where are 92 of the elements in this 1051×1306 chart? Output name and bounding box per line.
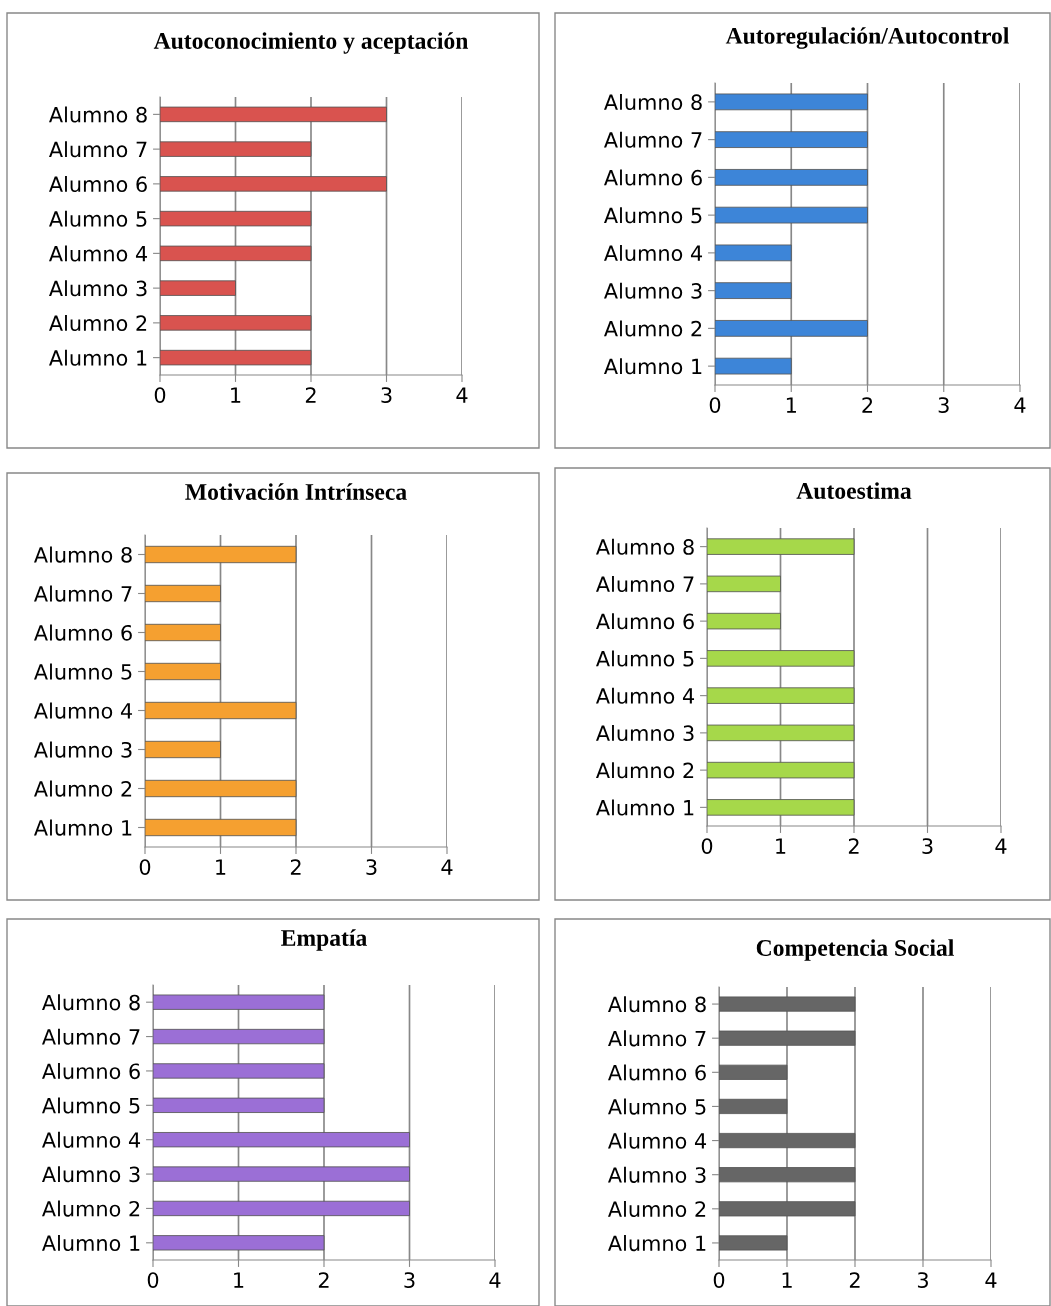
y-tick-label: Alumno 2 (49, 314, 147, 332)
y-tick-label: Alumno 2 (42, 1200, 140, 1217)
y-tick-label: Alumno 7 (49, 141, 147, 158)
x-tick-label: 0 (701, 838, 713, 854)
bar (160, 106, 387, 123)
y-tick-label: Alumno 3 (49, 280, 147, 297)
y-tick-label: Alumno 8 (34, 546, 132, 563)
y-tick-label: Alumno 4 (49, 245, 148, 262)
y-tick-label: Alumno 1 (608, 1235, 706, 1252)
y-tick-label: Alumno 8 (49, 106, 147, 123)
y-tick-label: Alumno 6 (42, 1063, 140, 1080)
x-tick-label: 2 (862, 397, 873, 413)
chart-title: Empatía (281, 929, 367, 951)
y-tick-label: Alumno 1 (34, 819, 132, 836)
chart-title: Motivación Intrínseca (185, 483, 407, 500)
bar (160, 141, 312, 157)
x-tick-label: 3 (366, 859, 377, 875)
bar (160, 176, 387, 192)
x-tick-label: 2 (848, 838, 859, 854)
y-tick-label: Alumno 2 (596, 762, 694, 779)
x-tick-label: 1 (776, 838, 786, 854)
y-tick-label: Alumno 3 (42, 1166, 140, 1183)
y-tick-label: Alumno 3 (608, 1166, 706, 1183)
y-tick-label: Alumno 5 (608, 1098, 706, 1115)
y-tick-label: Alumno 3 (604, 282, 702, 299)
x-tick-label: 1 (231, 387, 241, 403)
y-tick-label: Alumno 3 (34, 741, 132, 758)
bar (160, 245, 312, 262)
x-tick-label: 1 (234, 1272, 244, 1288)
x-tick-label: 2 (318, 1272, 329, 1288)
y-tick-label: Alumno 5 (34, 663, 132, 680)
y-tick-label: Alumno 4 (608, 1132, 707, 1149)
chart-title: Competencia Social (756, 939, 954, 961)
x-tick-label: 4 (456, 387, 468, 403)
y-tick-label: Alumno 5 (49, 210, 147, 227)
y-tick-label: Alumno 1 (596, 799, 694, 816)
bar (160, 210, 312, 227)
x-tick-label: 4 (489, 1272, 501, 1288)
y-tick-label: Alumno 6 (604, 169, 702, 186)
x-tick-label: 2 (305, 387, 316, 403)
x-tick-label: 3 (938, 397, 949, 413)
y-tick-label: Alumno 4 (34, 702, 133, 719)
x-tick-label: 0 (709, 397, 721, 413)
y-tick-label: Alumno 3 (596, 724, 694, 742)
y-tick-label: Alumno 2 (604, 320, 702, 337)
chart-title: Autoregulación/Autocontrol (725, 27, 1009, 49)
bar (160, 349, 312, 366)
y-tick-label: Alumno 1 (49, 349, 147, 366)
x-tick-label: 4 (995, 838, 1007, 854)
y-tick-label: Alumno 4 (42, 1131, 141, 1148)
chart-title: Autoestima (796, 482, 912, 499)
x-tick-label: 3 (917, 1272, 928, 1288)
chart-title: Autoconocimiento y aceptación (153, 32, 469, 54)
x-tick-label: 0 (139, 859, 151, 875)
y-tick-label: Alumno 4 (604, 244, 703, 262)
y-tick-label: Alumno 1 (42, 1234, 140, 1252)
bar (160, 315, 312, 331)
x-tick-label: 0 (147, 1272, 159, 1288)
y-tick-label: Alumno 7 (608, 1030, 706, 1047)
y-tick-label: Alumno 6 (608, 1064, 706, 1081)
x-tick-label: 2 (849, 1272, 860, 1288)
x-tick-label: 1 (216, 859, 226, 875)
y-tick-label: Alumno 8 (596, 538, 694, 555)
y-tick-label: Alumno 6 (34, 624, 132, 641)
x-tick-label: 3 (922, 838, 933, 854)
y-tick-label: Alumno 5 (596, 650, 694, 667)
y-tick-label: Alumno 5 (604, 207, 702, 224)
x-tick-label: 3 (381, 387, 392, 403)
bar (160, 280, 236, 296)
y-tick-label: Alumno 7 (34, 585, 132, 602)
x-tick-label: 0 (154, 387, 166, 403)
y-tick-label: Alumno 7 (604, 131, 702, 148)
x-tick-label: 0 (713, 1272, 725, 1288)
y-tick-label: Alumno 4 (596, 687, 695, 704)
x-tick-label: 1 (782, 1272, 792, 1288)
x-tick-label: 3 (404, 1272, 415, 1288)
y-tick-label: Alumno 1 (604, 358, 702, 375)
y-tick-label: Alumno 2 (34, 780, 132, 797)
x-tick-label: 4 (1014, 397, 1026, 413)
y-tick-label: Alumno 7 (596, 575, 694, 593)
y-tick-label: Alumno 8 (608, 996, 706, 1013)
x-tick-label: 2 (290, 859, 301, 875)
y-tick-label: Alumno 8 (604, 93, 702, 111)
y-tick-label: Alumno 7 (42, 1028, 140, 1045)
x-tick-label: 1 (786, 397, 796, 413)
x-tick-label: 4 (441, 859, 453, 875)
y-tick-label: Alumno 5 (42, 1097, 140, 1114)
y-tick-label: Alumno 6 (596, 613, 694, 630)
y-tick-label: Alumno 2 (608, 1200, 706, 1218)
x-tick-label: 4 (985, 1272, 997, 1288)
y-tick-label: Alumno 8 (42, 994, 140, 1011)
y-tick-label: Alumno 6 (49, 175, 147, 193)
